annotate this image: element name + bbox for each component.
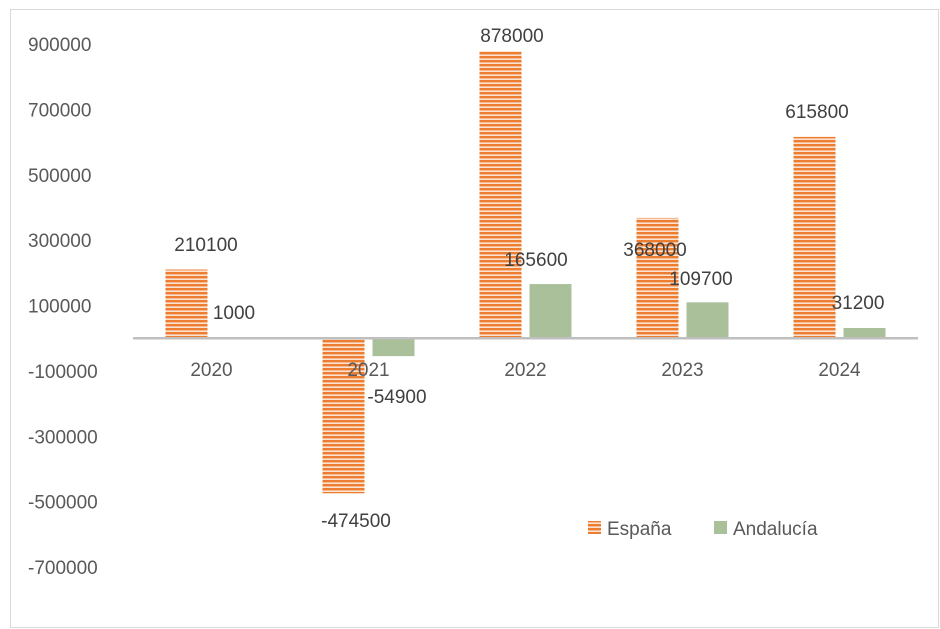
y-tick-label: -100000 — [28, 362, 98, 383]
y-tick-label: 300000 — [28, 231, 91, 252]
y-tick-label: 900000 — [28, 35, 91, 56]
data-label-espana-2023: 368000 — [623, 240, 686, 261]
data-label-andalucia-2020: 1000 — [213, 303, 255, 324]
bar-andalucia-2022 — [529, 284, 572, 339]
legend-label-andalucia: Andalucía — [733, 519, 818, 540]
bar-espana-2021 — [322, 338, 365, 494]
data-label-espana-2020: 210100 — [174, 235, 237, 256]
x-tick-label: 2022 — [504, 360, 546, 381]
bar-espana-2024 — [793, 136, 836, 339]
bar-andalucia-2024 — [843, 327, 886, 339]
bar-espana-2020 — [165, 269, 208, 339]
x-tick-label: 2023 — [661, 360, 703, 381]
x-tick-label: 2020 — [190, 360, 232, 381]
bar-espana-2022 — [479, 51, 522, 339]
x-axis-ticks: 2020 2021 2022 2023 2024 — [190, 360, 861, 381]
data-label-andalucia-2022: 165600 — [504, 250, 567, 271]
data-label-andalucia-2021: -54900 — [367, 387, 426, 408]
y-tick-label: 100000 — [28, 297, 91, 318]
x-tick-label: 2021 — [347, 360, 389, 381]
data-label-espana-2021: -474500 — [321, 511, 391, 532]
data-label-espana-2022: 878000 — [480, 26, 543, 47]
y-tick-label: -700000 — [28, 558, 98, 579]
y-tick-label: -500000 — [28, 493, 98, 514]
y-tick-label: 700000 — [28, 100, 91, 121]
legend: España Andalucía — [588, 519, 818, 540]
y-axis-ticks: 900000 700000 500000 300000 100000 -100000 -30… — [28, 35, 98, 579]
data-labels: 210100 1000 -474500 -54900 878000 165600 36800… — [174, 26, 884, 532]
x-tick-label: 2024 — [818, 360, 861, 381]
legend-label-espana: España — [607, 519, 672, 540]
y-tick-label: 500000 — [28, 166, 91, 187]
bar-andalucia-2023 — [686, 302, 729, 339]
data-label-espana-2024: 615800 — [785, 102, 848, 123]
bar-espana-2023 — [636, 217, 679, 339]
data-label-andalucia-2023: 109700 — [669, 269, 732, 290]
chart-frame — [10, 9, 939, 628]
y-tick-label: -300000 — [28, 427, 98, 448]
legend-swatch-andalucia — [714, 521, 727, 534]
data-label-andalucia-2024: 31200 — [832, 293, 885, 314]
legend-swatch-espana — [588, 521, 601, 534]
bars — [165, 51, 886, 494]
bar-andalucia-2021 — [372, 338, 415, 357]
